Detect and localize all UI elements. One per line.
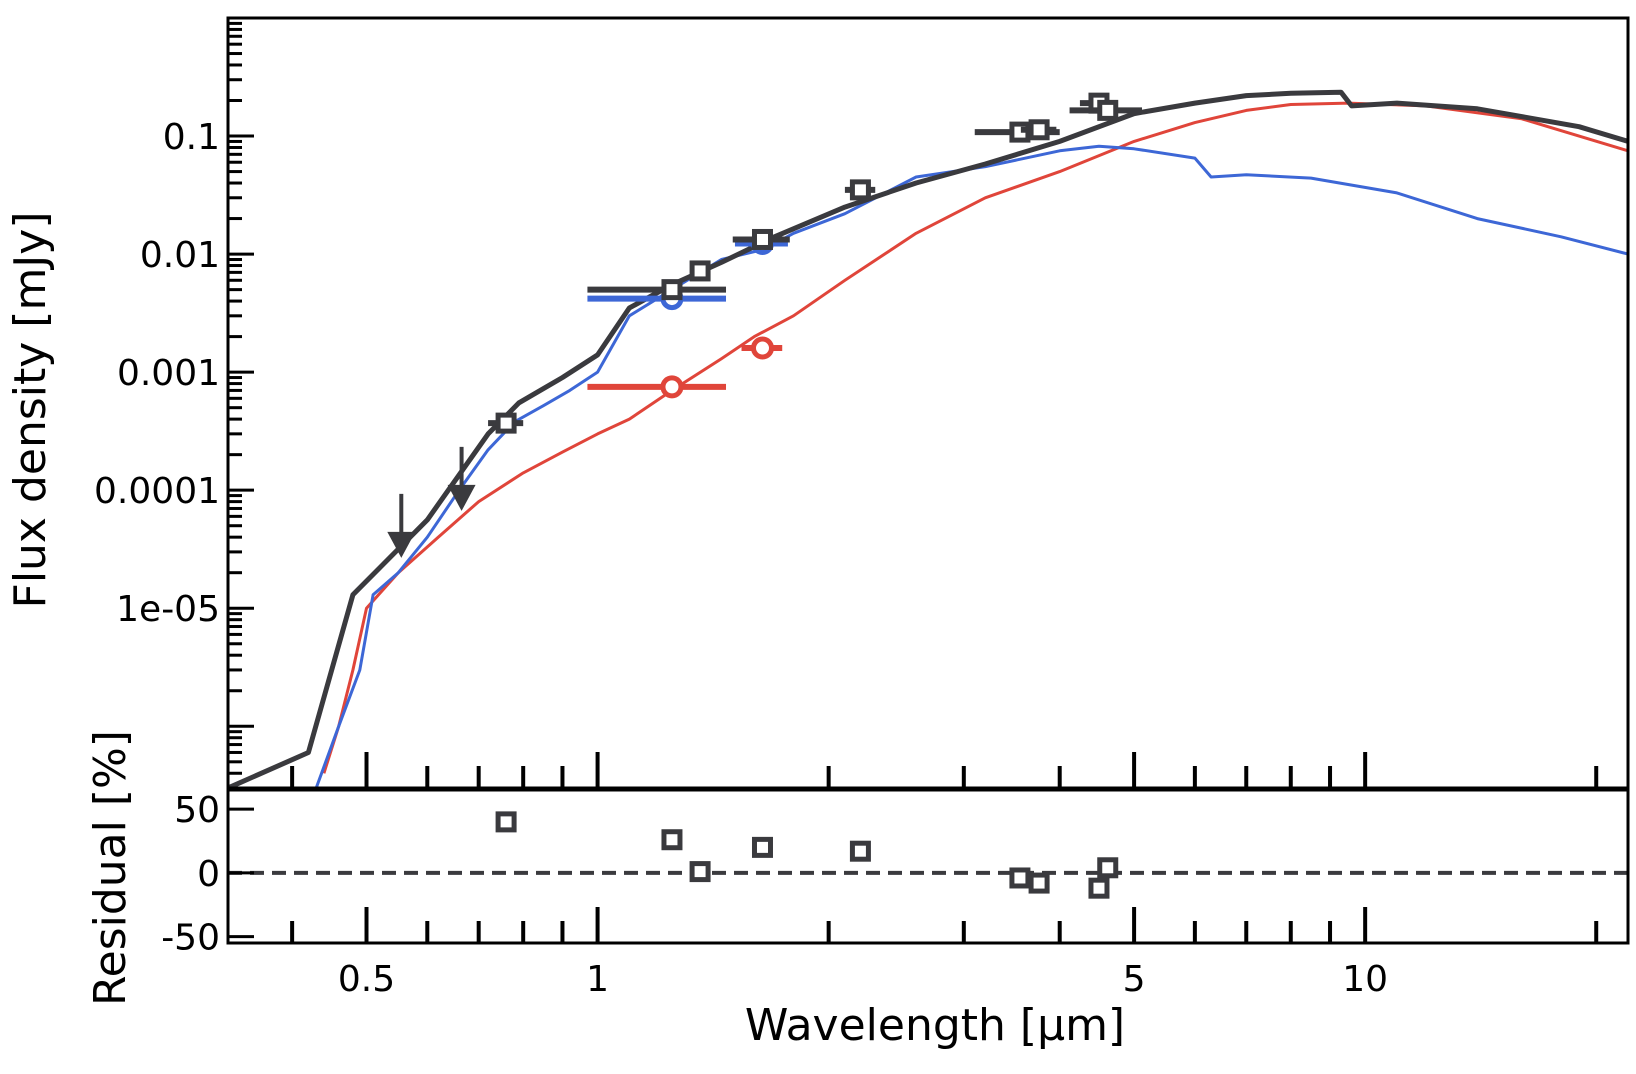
x-axis-label: Wavelength [μm] [745, 1000, 1125, 1051]
y-tick-label: 0.1 [163, 117, 220, 158]
residual-y-tick-label: -50 [161, 918, 220, 959]
upper-limit-arrow [387, 531, 416, 558]
series-line-blue_component [312, 144, 1628, 788]
y-tick-label: 1e-05 [116, 589, 220, 630]
residual-point [689, 861, 711, 883]
residual-point [1088, 877, 1110, 899]
flux-frame [226, 16, 1630, 790]
square-point [1028, 119, 1050, 141]
x-tick-label: 10 [1342, 959, 1388, 1000]
residual-point [661, 829, 683, 851]
flux-plot-area [228, 89, 1628, 788]
x-tick-label: 1 [586, 959, 609, 1000]
flux-panel: 1e-05 0.0001 0.001 0.01 0.1 [94, 16, 1630, 790]
residual-point [849, 840, 871, 862]
y-tick-label: 0.01 [140, 235, 220, 276]
residual-point [1097, 857, 1119, 879]
y-tick-label: 0.0001 [94, 471, 220, 512]
residual-plot-area [228, 811, 1628, 899]
residual-point [1028, 872, 1050, 894]
residual-frame [226, 788, 1630, 945]
square-point [495, 412, 517, 434]
residual-point [1009, 867, 1031, 889]
square-point [849, 179, 871, 201]
circle-point [750, 336, 774, 360]
series-line-red_component [322, 101, 1628, 774]
residual-panel: 0.5 1 5 10 50 0 -50 [161, 788, 1630, 1000]
y-tick-label: 0.001 [117, 353, 220, 394]
y-axis-label: Flux density [mJy] [5, 212, 56, 609]
circle-point [660, 375, 684, 399]
residual-point [495, 811, 517, 833]
x-tick-label: 0.5 [338, 959, 395, 1000]
square-point [689, 260, 711, 282]
residual-y-tick-label: 0 [197, 854, 220, 895]
residual-point [751, 836, 773, 858]
residual-y-tick-label: 50 [174, 790, 220, 831]
square-point [751, 228, 773, 250]
x-tick-label: 5 [1123, 959, 1146, 1000]
series-line-combined [228, 89, 1628, 788]
residual-axis-label: Residual [%] [85, 730, 136, 1006]
square-point [1097, 99, 1119, 121]
square-point [661, 279, 683, 301]
upper-limit-arrow [447, 484, 476, 511]
